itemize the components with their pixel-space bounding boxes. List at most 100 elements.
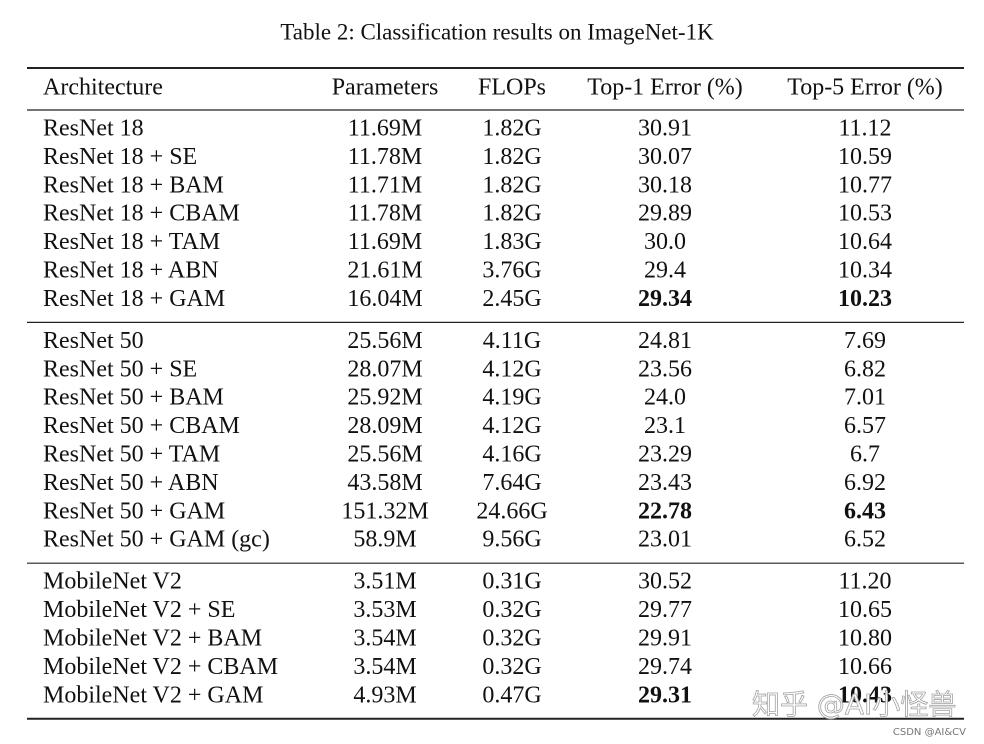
cell: 11.78M — [348, 144, 422, 170]
cell: 4.12G — [482, 356, 541, 382]
cell: 30.0 — [644, 229, 686, 255]
cell: 29.77 — [638, 597, 692, 623]
row-label: ResNet 18 + CBAM — [43, 201, 240, 227]
cell: 11.20 — [838, 569, 891, 595]
cell: 6.7 — [850, 442, 880, 468]
cell: 4.12G — [482, 413, 541, 439]
row-label: ResNet 50 + GAM — [43, 498, 225, 524]
cell: 0.47G — [482, 682, 541, 708]
cell: 7.64G — [482, 470, 541, 496]
cell: 6.82 — [844, 356, 886, 382]
cell: 7.69 — [844, 328, 886, 354]
watermark: CSDN @AI&CV — [893, 727, 966, 738]
cell: 1.82G — [482, 172, 541, 198]
cell: 24.81 — [638, 328, 692, 354]
cell: 3.53M — [353, 597, 416, 623]
cell: 25.56M — [347, 442, 422, 468]
cell: 24.0 — [644, 385, 686, 411]
cell: 23.29 — [638, 442, 692, 468]
cell: 6.92 — [844, 470, 886, 496]
cell: 6.52 — [844, 527, 886, 553]
column-header: Architecture — [43, 75, 163, 101]
cell: 10.66 — [838, 654, 892, 680]
cell: 11.12 — [838, 116, 891, 142]
cell: 25.92M — [347, 385, 422, 411]
cell: 43.58M — [347, 470, 422, 496]
cell: 1.82G — [482, 144, 541, 170]
row-label: ResNet 18 + TAM — [43, 229, 220, 255]
cell: 24.66G — [476, 498, 547, 524]
watermark: 知乎 @AI小怪兽 — [752, 688, 956, 721]
cell: 29.4 — [644, 258, 686, 284]
cell: 30.91 — [638, 116, 692, 142]
cell: 4.19G — [482, 385, 541, 411]
row-label: ResNet 18 + SE — [43, 144, 197, 170]
cell: 6.57 — [844, 413, 886, 439]
cell: 0.32G — [482, 597, 541, 623]
cell: 29.89 — [638, 201, 692, 227]
cell: 28.07M — [347, 356, 422, 382]
cell: 23.01 — [638, 527, 692, 553]
cell: 11.69M — [348, 116, 422, 142]
caption: Table 2: Classification results on Image… — [280, 19, 714, 44]
row-label: ResNet 50 + ABN — [43, 470, 219, 496]
cell: 9.56G — [482, 527, 541, 553]
cell: 10.53 — [838, 201, 892, 227]
cell: 3.51M — [353, 569, 416, 595]
cell: 30.52 — [638, 569, 692, 595]
column-header: Parameters — [332, 75, 439, 101]
cell: 21.61M — [347, 258, 422, 284]
row-label: ResNet 50 + CBAM — [43, 413, 240, 439]
cell: 30.07 — [638, 144, 692, 170]
cell: 29.34 — [638, 286, 692, 312]
cell: 29.91 — [638, 626, 692, 652]
cell: 10.65 — [838, 597, 892, 623]
cell: 3.54M — [353, 654, 416, 680]
cell: 23.43 — [638, 470, 692, 496]
row-label: ResNet 18 — [43, 116, 144, 142]
cell: 1.83G — [482, 229, 541, 255]
cell: 10.43 — [838, 682, 892, 708]
cell: 0.31G — [482, 569, 541, 595]
row-label: ResNet 50 + SE — [43, 356, 197, 382]
cell: 4.93M — [353, 682, 416, 708]
cell: 16.04M — [347, 286, 422, 312]
cell: 23.56 — [638, 356, 692, 382]
cell: 28.09M — [347, 413, 422, 439]
cell: 10.80 — [838, 626, 892, 652]
column-header: Top-1 Error (%) — [587, 75, 743, 101]
cell: 58.9M — [353, 527, 416, 553]
cell: 4.16G — [482, 442, 541, 468]
cell: 11.69M — [348, 229, 422, 255]
column-header: Top-5 Error (%) — [787, 75, 943, 101]
row-label: ResNet 50 + BAM — [43, 385, 224, 411]
cell: 10.59 — [838, 144, 892, 170]
cell: 11.78M — [348, 201, 422, 227]
cell: 22.78 — [638, 498, 692, 524]
cell: 1.82G — [482, 116, 541, 142]
cell: 23.1 — [644, 413, 686, 439]
row-label: ResNet 18 + GAM — [43, 286, 225, 312]
row-label: ResNet 50 + TAM — [43, 442, 220, 468]
cell: 29.31 — [638, 682, 692, 708]
cell: 10.23 — [838, 286, 892, 312]
cell: 1.82G — [482, 201, 541, 227]
cell: 30.18 — [638, 172, 692, 198]
cell: 6.43 — [844, 498, 886, 524]
cell: 10.34 — [838, 258, 892, 284]
cell: 25.56M — [347, 328, 422, 354]
row-label: ResNet 50 — [43, 328, 144, 354]
cell: 0.32G — [482, 626, 541, 652]
cell: 11.71M — [348, 172, 422, 198]
row-label: ResNet 18 + BAM — [43, 172, 224, 198]
cell: 7.01 — [844, 385, 886, 411]
row-label: ResNet 50 + GAM (gc) — [43, 527, 270, 553]
cell: 10.77 — [838, 172, 892, 198]
row-label: MobileNet V2 + CBAM — [43, 654, 278, 680]
row-label: MobileNet V2 — [43, 569, 182, 595]
cell: 10.64 — [838, 229, 892, 255]
cell: 151.32M — [341, 498, 428, 524]
cell: 4.11G — [483, 328, 541, 354]
row-label: MobileNet V2 + SE — [43, 597, 235, 623]
